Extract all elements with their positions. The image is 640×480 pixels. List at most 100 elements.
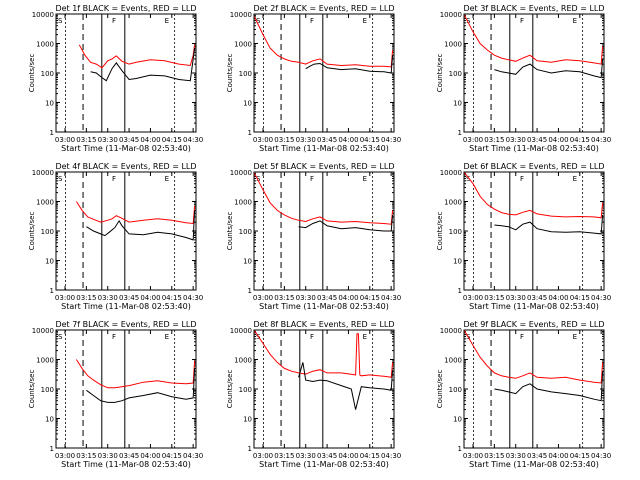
x-axis-label: Start Time (11-Mar-08 02:53:40) [61,144,191,153]
series-events-black [494,371,604,402]
y-tick-label: 1 [248,445,252,453]
y-tick-label: 10000 [230,169,252,177]
x-tick-label: 04:00 [548,294,568,302]
y-tick-label: 10000 [440,11,462,19]
y-tick-label: 10 [243,258,252,266]
x-tick-label: 04:30 [183,294,203,302]
y-tick-label: 100 [449,228,462,236]
marker-label-f: F [112,175,116,183]
marker-label-s: S [58,175,63,183]
marker-label-f: F [520,175,524,183]
x-tick-label: 03:00 [463,452,483,460]
y-axis-label: Counts/sec [28,212,36,251]
y-tick-label: 1000 [234,41,252,49]
marker-label-e: E [363,17,367,25]
panel-title: Det 9f BLACK = Events, RED = LLD [463,320,604,329]
y-tick-label: 10000 [32,11,54,19]
series-events-black [305,55,394,74]
x-tick-label: 03:15 [274,136,294,144]
marker-label-s: S [466,175,471,183]
y-tick-label: 1000 [234,199,252,207]
y-tick-label: 1 [248,129,252,137]
x-axis-label: Start Time (11-Mar-08 02:53:40) [259,460,389,469]
y-tick-label: 1000 [444,41,462,49]
y-tick-label: 10 [453,258,462,266]
x-tick-label: 03:15 [76,452,96,460]
y-tick-label: 100 [449,386,462,394]
x-tick-label: 03:00 [55,294,75,302]
x-tick-label: 03:30 [506,294,526,302]
marker-label-e: E [573,17,577,25]
marker-label-s: S [466,17,471,25]
x-tick-label: 03:45 [527,452,547,460]
x-tick-label: 04:15 [162,452,182,460]
panel-det-4: Det 4f BLACK = Events, RED = LLD 1 10 100 10… [28,162,203,311]
panel-det-7: Det 7f BLACK = Events, RED = LLD 1 10 100 10… [28,320,203,469]
x-tick-label: 03:45 [317,294,337,302]
x-tick-label: 04:00 [338,294,358,302]
marker-label-s: S [256,17,261,25]
y-tick-label: 10 [45,416,54,424]
y-tick-label: 1000 [444,199,462,207]
x-tick-label: 04:30 [381,452,401,460]
x-axis-label: Start Time (11-Mar-08 02:53:40) [469,302,599,311]
y-tick-label: 10000 [440,169,462,177]
x-axis-label: Start Time (11-Mar-08 02:53:40) [469,460,599,469]
series-events-black [494,214,604,235]
x-tick-label: 04:15 [570,294,590,302]
series-events-black [90,48,196,82]
panel-det-5: Det 5f BLACK = Events, RED = LLD 1 10 100 10… [226,162,401,311]
x-tick-label: 04:30 [183,136,203,144]
y-axis-label: Counts/sec [436,54,444,93]
series-lld-red [254,173,394,225]
y-axis-label: Counts/sec [28,370,36,409]
x-tick-label: 04:15 [162,136,182,144]
x-tick-label: 03:00 [463,294,483,302]
series-events-black [86,368,196,403]
x-tick-label: 04:15 [570,136,590,144]
x-tick-label: 03:30 [98,452,118,460]
y-axis-label: Counts/sec [436,212,444,251]
y-tick-label: 10 [45,258,54,266]
series-lld-red [254,330,394,378]
y-tick-label: 1000 [36,41,54,49]
y-tick-label: 1 [248,287,252,295]
x-tick-label: 04:00 [140,136,160,144]
x-tick-label: 04:15 [360,452,380,460]
x-tick-label: 03:15 [484,294,504,302]
x-tick-label: 03:45 [119,452,139,460]
x-tick-label: 03:30 [98,136,118,144]
x-tick-label: 03:45 [119,136,139,144]
x-tick-label: 03:15 [484,452,504,460]
x-axis-label: Start Time (11-Mar-08 02:53:40) [469,144,599,153]
marker-label-s: S [256,175,261,183]
marker-label-e: E [165,333,169,341]
panel-title: Det 6f BLACK = Events, RED = LLD [463,162,604,171]
x-tick-label: 04:00 [338,452,358,460]
x-axis-label: Start Time (11-Mar-08 02:53:40) [259,144,389,153]
panel-det-2: Det 2f BLACK = Events, RED = LLD 1 10 100 10… [226,4,401,153]
y-axis-label: Counts/sec [436,370,444,409]
y-tick-label: 100 [41,70,54,78]
y-tick-label: 10 [45,100,54,108]
series-lld-red [464,15,604,65]
series-lld-red [254,16,394,68]
series-lld-red [464,330,604,384]
marker-label-f: F [112,17,116,25]
x-tick-label: 03:15 [484,136,504,144]
panel-title: Det 7f BLACK = Events, RED = LLD [55,320,196,329]
series-lld-red [464,172,604,219]
panel-title: Det 3f BLACK = Events, RED = LLD [463,4,604,13]
y-tick-label: 100 [41,228,54,236]
panel-det-9: Det 9f BLACK = Events, RED = LLD 1 10 100 10… [436,320,611,469]
marker-label-e: E [573,333,577,341]
y-tick-label: 10000 [230,327,252,335]
y-tick-label: 10000 [32,169,54,177]
panel-det-8: Det 8f BLACK = Events, RED = LLD 1 10 100 10… [226,320,401,469]
x-tick-label: 04:15 [360,136,380,144]
y-tick-label: 1000 [444,357,462,365]
panel-det-1: Det 1f BLACK = Events, RED = LLD 1 10 100 10… [28,4,203,153]
panel-det-3: Det 3f BLACK = Events, RED = LLD 1 10 100 10… [436,4,611,153]
y-tick-label: 10000 [230,11,252,19]
marker-label-f: F [310,175,314,183]
